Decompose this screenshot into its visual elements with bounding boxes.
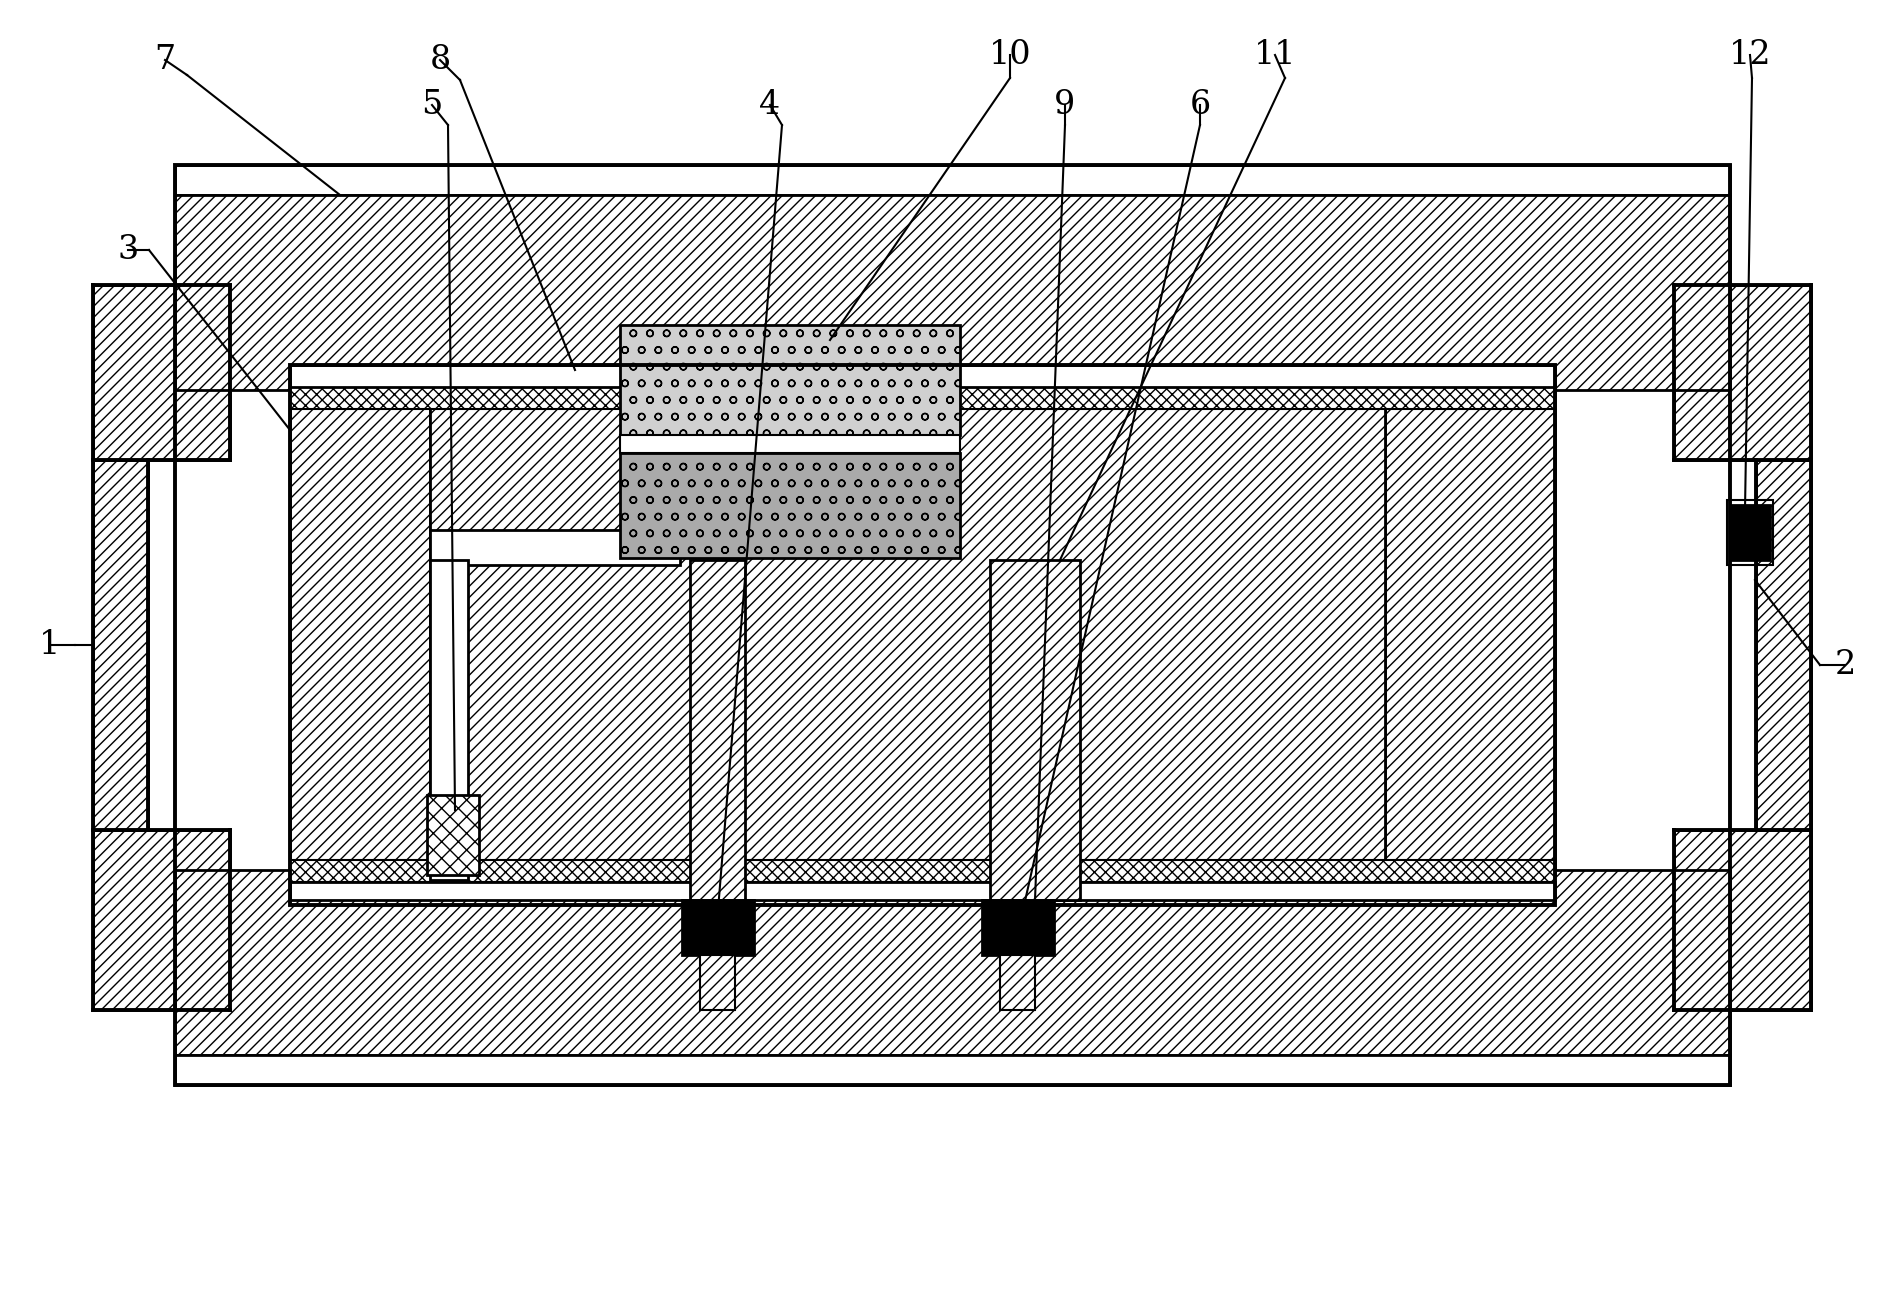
Bar [289, 365, 1556, 387]
Text: 10: 10 [988, 39, 1032, 71]
Bar [621, 453, 960, 558]
Bar [1384, 390, 1556, 875]
Bar [430, 390, 1384, 865]
Text: 1: 1 [40, 629, 61, 661]
Bar [289, 860, 1556, 882]
Bar [175, 870, 1731, 1055]
Bar [621, 325, 960, 435]
Bar [1000, 955, 1036, 1010]
Bar [289, 390, 430, 875]
Bar [1755, 460, 1811, 830]
Bar [93, 285, 230, 460]
Text: 12: 12 [1729, 39, 1771, 71]
Bar [289, 365, 1556, 905]
Bar [1731, 505, 1771, 560]
Bar [1727, 500, 1773, 565]
Bar [426, 795, 480, 875]
Bar [682, 900, 754, 955]
Bar [982, 900, 1055, 955]
Bar [289, 387, 1556, 409]
Text: 9: 9 [1055, 89, 1076, 121]
Text: 2: 2 [1834, 649, 1856, 680]
Bar [175, 195, 1731, 390]
Text: 4: 4 [760, 89, 781, 121]
Bar [175, 165, 1731, 195]
Bar [93, 460, 149, 830]
Bar [1674, 285, 1811, 460]
Bar [430, 560, 468, 880]
Bar [689, 560, 744, 900]
Text: 6: 6 [1190, 89, 1211, 121]
Text: 7: 7 [154, 44, 175, 76]
Text: 8: 8 [430, 44, 451, 76]
Bar [93, 830, 230, 1010]
Bar [621, 435, 960, 453]
Text: 5: 5 [421, 89, 444, 121]
Bar [701, 955, 735, 1010]
Text: 11: 11 [1253, 39, 1297, 71]
Bar [430, 531, 680, 565]
Bar [175, 1055, 1731, 1084]
Text: 3: 3 [118, 234, 139, 266]
Bar [990, 560, 1080, 900]
Bar [175, 165, 1731, 1084]
Bar [1674, 830, 1811, 1010]
Bar [289, 882, 1556, 900]
